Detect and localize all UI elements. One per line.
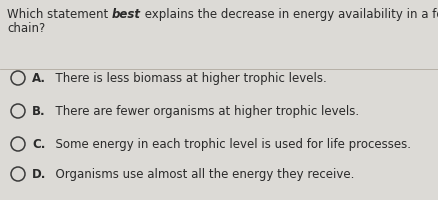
Text: There is less biomass at higher trophic levels.: There is less biomass at higher trophic … [48,72,327,85]
Text: best: best [112,8,141,21]
Text: Which statement: Which statement [7,8,112,21]
Text: A.: A. [32,72,46,85]
Text: chain?: chain? [7,22,45,35]
Text: explains the decrease in energy availability in a food: explains the decrease in energy availabi… [141,8,438,21]
Text: There are fewer organisms at higher trophic levels.: There are fewer organisms at higher trop… [48,105,359,118]
Text: C.: C. [32,138,46,151]
Text: B.: B. [32,105,46,118]
Text: Organisms use almost all the energy they receive.: Organisms use almost all the energy they… [48,168,354,181]
Text: D.: D. [32,168,46,181]
Text: Some energy in each trophic level is used for life processes.: Some energy in each trophic level is use… [48,138,411,151]
